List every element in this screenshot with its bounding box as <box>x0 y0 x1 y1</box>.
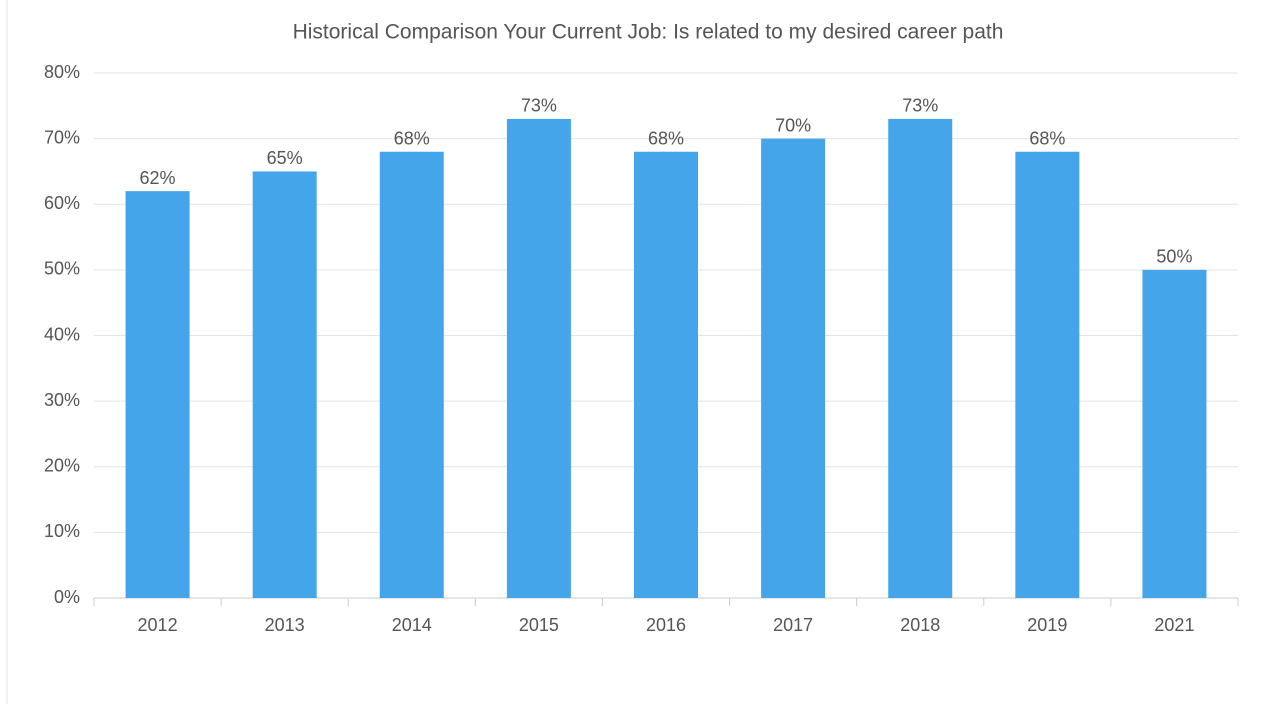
data-label: 50% <box>1156 247 1192 267</box>
bar <box>125 191 190 598</box>
data-label: 62% <box>140 168 176 188</box>
bar <box>1142 269 1207 598</box>
x-tick-label: 2017 <box>773 615 813 635</box>
x-tick-label: 2015 <box>519 615 559 635</box>
data-label: 65% <box>267 148 303 168</box>
chart-title: Historical Comparison Your Current Job: … <box>293 21 1004 44</box>
x-tick-label: 2016 <box>646 615 686 635</box>
x-tick-label: 2014 <box>392 615 432 635</box>
x-tick-label: 2018 <box>900 615 940 635</box>
data-label: 68% <box>394 129 430 149</box>
y-tick-label: 60% <box>44 193 80 213</box>
x-tick-label: 2013 <box>265 615 305 635</box>
x-tick-label: 2012 <box>138 615 178 635</box>
data-label: 73% <box>521 96 557 116</box>
data-label: 70% <box>775 115 811 135</box>
y-tick-label: 80% <box>44 62 80 82</box>
y-tick-label: 40% <box>44 324 80 344</box>
bar <box>506 118 571 598</box>
x-tick-label: 2019 <box>1027 615 1067 635</box>
bar <box>252 171 317 598</box>
data-label: 68% <box>648 129 684 149</box>
bar <box>761 138 826 598</box>
y-tick-label: 10% <box>44 521 80 541</box>
y-tick-label: 0% <box>54 587 80 607</box>
y-tick-label: 70% <box>44 127 80 147</box>
x-tick-label: 2021 <box>1154 615 1194 635</box>
y-tick-label: 50% <box>44 259 80 279</box>
bar <box>1015 151 1080 598</box>
data-label: 68% <box>1029 129 1065 149</box>
y-tick-label: 30% <box>44 390 80 410</box>
bar <box>634 151 698 598</box>
y-tick-label: 20% <box>44 456 80 476</box>
bar <box>888 118 953 598</box>
bar <box>379 151 444 598</box>
data-label: 73% <box>902 96 938 116</box>
